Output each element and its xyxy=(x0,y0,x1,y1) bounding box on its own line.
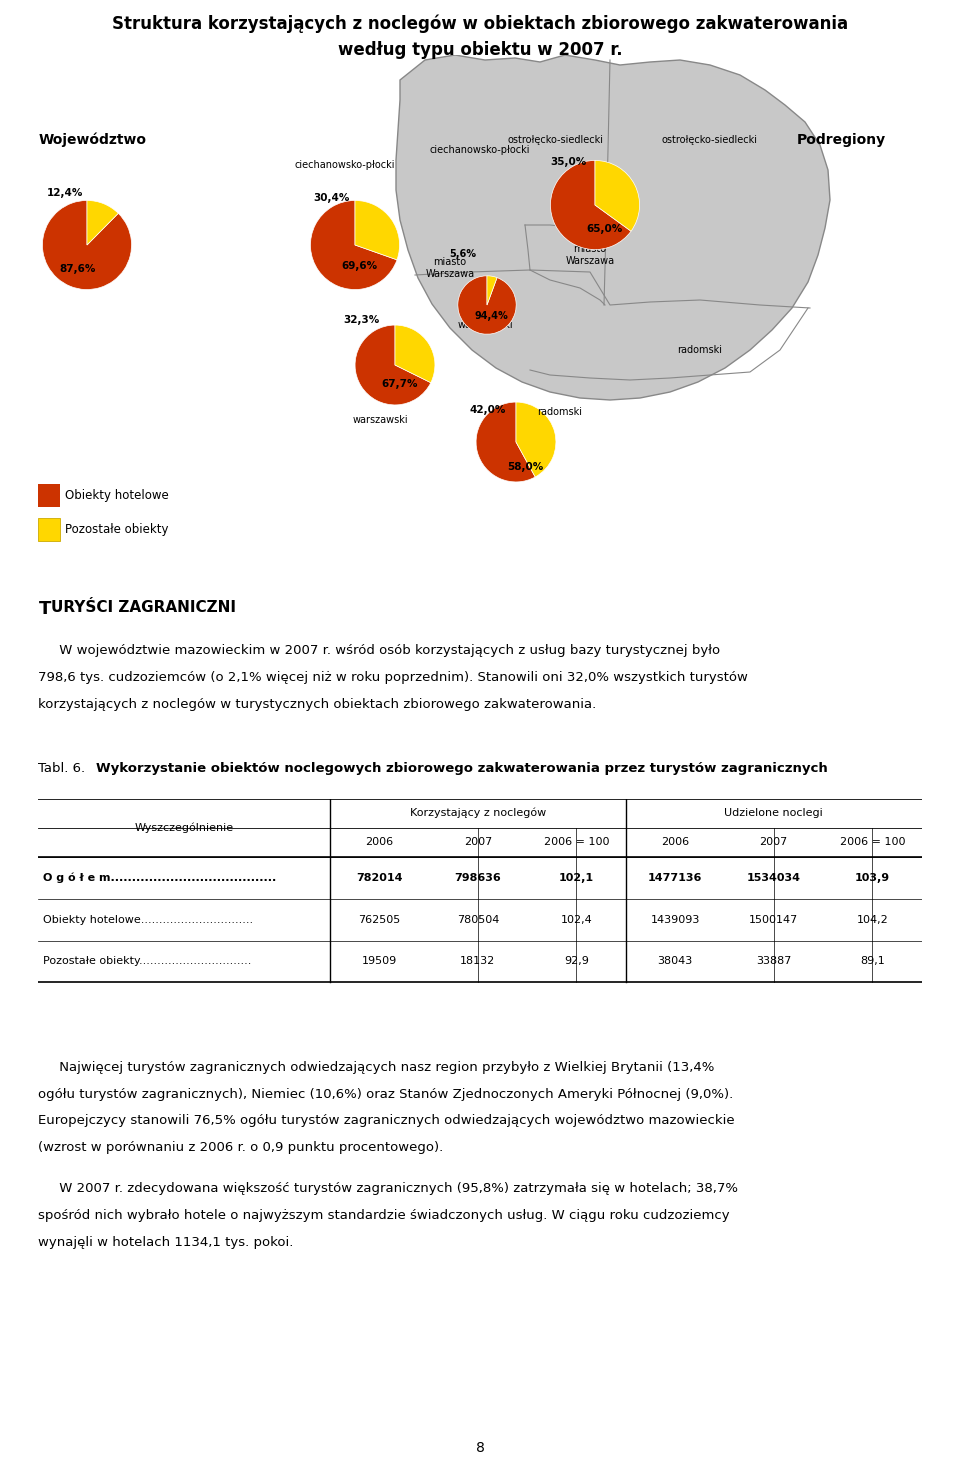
Text: 2007: 2007 xyxy=(464,837,492,848)
Text: według typu obiektu w 2007 r.: według typu obiektu w 2007 r. xyxy=(338,41,622,59)
Text: Podregiony: Podregiony xyxy=(797,133,886,147)
Text: Pozostałe obiekty...............................: Pozostałe obiekty.......................… xyxy=(43,956,252,966)
Text: Udzielone noclegi: Udzielone noclegi xyxy=(724,808,823,818)
Text: 8: 8 xyxy=(475,1442,485,1455)
Text: 1500147: 1500147 xyxy=(749,914,799,925)
Text: Korzystający z noclegów: Korzystający z noclegów xyxy=(410,808,546,818)
Text: 2007: 2007 xyxy=(759,837,788,848)
Text: 87,6%: 87,6% xyxy=(60,264,96,274)
Text: 94,4%: 94,4% xyxy=(475,311,509,322)
Text: W województwie mazowieckim w 2007 r. wśród osób korzystających z usług bazy tury: W województwie mazowieckim w 2007 r. wśr… xyxy=(38,645,721,658)
Wedge shape xyxy=(595,160,639,231)
Text: 1439093: 1439093 xyxy=(650,914,700,925)
Text: 1477136: 1477136 xyxy=(648,873,702,883)
Text: Europejczycy stanowili 76,5% ogółu turystów zagranicznych odwiedzających wojewód: Europejczycy stanowili 76,5% ogółu turys… xyxy=(38,1114,735,1128)
Text: 30,4%: 30,4% xyxy=(313,193,349,203)
Text: W 2007 r. zdecydowana większość turystów zagranicznych (95,8%) zatrzymała się w : W 2007 r. zdecydowana większość turystów… xyxy=(38,1183,738,1196)
Text: 104,2: 104,2 xyxy=(856,914,888,925)
Text: 65,0%: 65,0% xyxy=(587,224,623,234)
Text: 18132: 18132 xyxy=(460,956,495,966)
Text: radomski: radomski xyxy=(678,345,723,356)
Text: O g ó ł e m.......................................: O g ó ł e m.............................… xyxy=(43,873,276,883)
Text: Tabl. 6.: Tabl. 6. xyxy=(38,762,99,775)
Wedge shape xyxy=(355,325,431,405)
Text: Pozostałe obiekty: Pozostałe obiekty xyxy=(65,523,169,536)
Text: 58,0%: 58,0% xyxy=(508,462,543,471)
Text: miasto
Warszawa: miasto Warszawa xyxy=(565,245,614,267)
Text: warszawski: warszawski xyxy=(352,415,408,425)
Text: 12,4%: 12,4% xyxy=(47,188,84,199)
Text: warszawski: warszawski xyxy=(457,320,513,330)
Wedge shape xyxy=(42,200,132,289)
Text: 2006 = 100: 2006 = 100 xyxy=(543,837,610,848)
Text: 1534034: 1534034 xyxy=(747,873,801,883)
Text: ciechanowsko-płocki: ciechanowsko-płocki xyxy=(295,160,396,170)
Text: ostrołęcko-siedlecki: ostrołęcko-siedlecki xyxy=(507,135,603,145)
Wedge shape xyxy=(310,200,397,289)
Text: 762505: 762505 xyxy=(358,914,400,925)
Text: 102,1: 102,1 xyxy=(559,873,594,883)
Wedge shape xyxy=(458,276,516,333)
Text: T: T xyxy=(38,600,51,618)
Text: 19509: 19509 xyxy=(362,956,396,966)
Text: 798,6 tys. cudzoziemców (o 2,1% więcej niż w roku poprzednim). Stanowili oni 32,: 798,6 tys. cudzoziemców (o 2,1% więcej n… xyxy=(38,671,748,685)
Text: Struktura korzystających z noclegów w obiektach zbiorowego zakwaterowania: Struktura korzystających z noclegów w ob… xyxy=(112,15,848,33)
Text: korzystających z noclegów w turystycznych obiektach zbiorowego zakwaterowania.: korzystających z noclegów w turystycznyc… xyxy=(38,698,597,711)
Text: miasto
Warszawa: miasto Warszawa xyxy=(425,258,474,279)
Text: 2006 = 100: 2006 = 100 xyxy=(840,837,905,848)
Text: ciechanowsko-płocki: ciechanowsko-płocki xyxy=(430,145,530,156)
Text: URYŚCI ZAGRANICZNI: URYŚCI ZAGRANICZNI xyxy=(51,600,236,615)
Text: Wykorzystanie obiektów noclegowych zbiorowego zakwaterowania przez turystów zagr: Wykorzystanie obiektów noclegowych zbior… xyxy=(96,762,828,775)
Text: 32,3%: 32,3% xyxy=(344,316,379,326)
Text: (wzrost w porównaniu z 2006 r. o 0,9 punktu procentowego).: (wzrost w porównaniu z 2006 r. o 0,9 pun… xyxy=(38,1141,444,1154)
Text: 69,6%: 69,6% xyxy=(342,261,378,271)
Text: 2006: 2006 xyxy=(365,837,394,848)
Wedge shape xyxy=(395,325,435,382)
Text: Obiekty hotelowe: Obiekty hotelowe xyxy=(65,489,169,502)
Text: Obiekty hotelowe...............................: Obiekty hotelowe........................… xyxy=(43,914,252,925)
Text: 102,4: 102,4 xyxy=(561,914,592,925)
Text: 103,9: 103,9 xyxy=(854,873,890,883)
Text: wynajęli w hotelach 1134,1 tys. pokoi.: wynajęli w hotelach 1134,1 tys. pokoi. xyxy=(38,1236,294,1249)
Text: 67,7%: 67,7% xyxy=(381,379,418,390)
Wedge shape xyxy=(487,276,497,305)
Text: 5,6%: 5,6% xyxy=(449,249,476,259)
Text: radomski: radomski xyxy=(538,408,583,416)
Text: 782014: 782014 xyxy=(356,873,402,883)
Text: Wyszczególnienie: Wyszczególnienie xyxy=(134,823,233,833)
Text: Województwo: Województwo xyxy=(38,133,146,147)
Text: Najwięcej turystów zagranicznych odwiedzających nasz region przybyło z Wielkiej : Najwięcej turystów zagranicznych odwiedz… xyxy=(38,1061,715,1074)
Wedge shape xyxy=(516,402,556,477)
Text: 798636: 798636 xyxy=(454,873,501,883)
Wedge shape xyxy=(355,200,399,259)
Text: 780504: 780504 xyxy=(457,914,499,925)
Wedge shape xyxy=(476,402,536,482)
Text: 38043: 38043 xyxy=(658,956,693,966)
Wedge shape xyxy=(550,160,631,249)
Text: ostrołęcko-siedlecki: ostrołęcko-siedlecki xyxy=(662,135,758,145)
Text: 33887: 33887 xyxy=(756,956,791,966)
Text: spośród nich wybrało hotele o najwyższym standardzie świadczonych usług. W ciągu: spośród nich wybrało hotele o najwyższym… xyxy=(38,1209,730,1223)
Text: ogółu turystów zagranicznych), Niemiec (10,6%) oraz Stanów Zjednoczonych Ameryki: ogółu turystów zagranicznych), Niemiec (… xyxy=(38,1088,733,1101)
Text: 92,9: 92,9 xyxy=(564,956,588,966)
Text: 2006: 2006 xyxy=(661,837,689,848)
Text: 42,0%: 42,0% xyxy=(469,405,505,415)
Text: 35,0%: 35,0% xyxy=(550,157,587,167)
Polygon shape xyxy=(396,55,830,400)
Wedge shape xyxy=(87,200,118,245)
Text: 89,1: 89,1 xyxy=(860,956,885,966)
